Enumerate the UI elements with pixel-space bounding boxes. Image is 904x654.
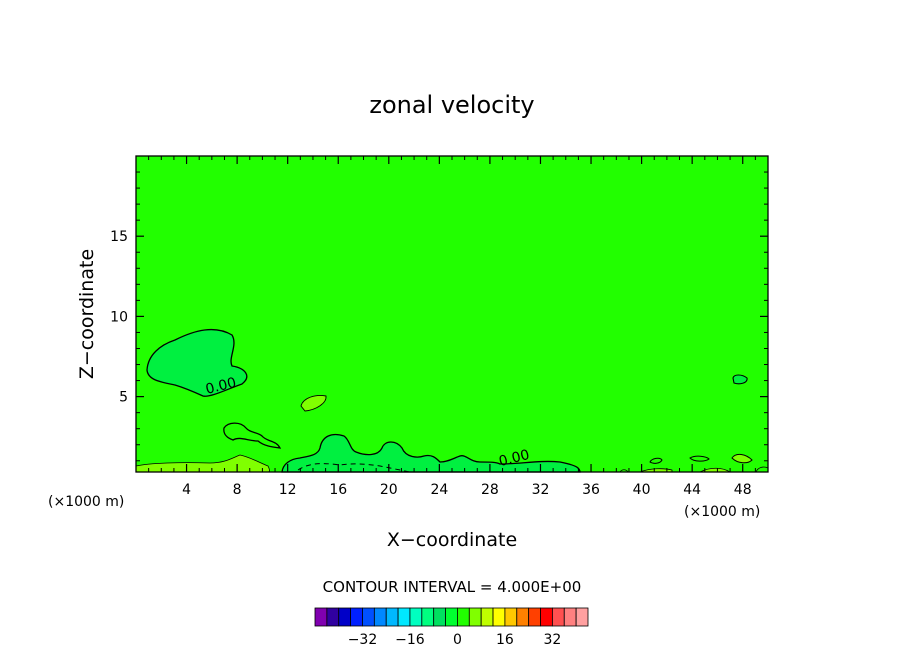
colorbar-tick-label: −32 [348,632,378,648]
colorbar-tick-label: 16 [496,632,514,648]
y-axis-ticks: 5 10 15 [110,171,768,462]
colorbar-swatch [421,607,435,627]
contour-region-bottom-right-b [689,455,710,462]
x-axis-ticks: 4 8 12 16 20 24 28 32 36 40 44 48 [148,156,756,498]
colorbar-swatch [575,607,589,627]
colorbar-swatch [314,607,328,627]
colorbar-swatch [551,607,565,627]
y-tick-label: 10 [110,309,128,325]
colorbar-swatch [468,607,482,627]
y-tick-label: 15 [110,229,128,245]
contour-labels: 0.00 0.00 [204,375,531,470]
x-axis-label: X−coordinate [387,529,517,551]
contour-region-bottom-right-c [731,453,753,464]
x-unit-right: (×1000 m) [684,504,760,520]
contour-region-bottom-left-strip [135,454,270,473]
contour-region-bottom-right-d [639,468,673,473]
x-tick-label: 16 [329,482,347,498]
contour-label: 0.00 [497,447,531,470]
contour-region-small-lobe [300,395,327,412]
colorbar: −32 −16 0 16 32 [314,607,589,648]
colorbar-swatch [409,607,423,627]
plot-background [136,156,768,472]
colorbar-swatch [433,607,446,627]
plot-area: 0.00 0.00 [135,155,769,473]
colorbar-swatch [480,607,494,627]
colorbar-swatch [373,607,387,627]
x-tick-label: 44 [683,482,701,498]
colorbar-swatch [338,607,352,627]
colorbar-tick-label: 0 [453,632,462,648]
colorbar-tick-label: −16 [395,632,425,648]
x-tick-label: 4 [182,482,191,498]
x-tick-label: 24 [430,482,448,498]
contour-interval-text: CONTOUR INTERVAL = 4.000E+00 [323,578,582,596]
colorbar-swatch [504,607,518,627]
x-tick-label: 20 [380,482,398,498]
contour-region-bottom-dashed [297,463,411,473]
contour-region-bottom-center [281,433,581,473]
colorbar-swatch [516,607,530,627]
colorbar-swatch [563,607,577,627]
colorbar-swatch [492,607,506,627]
colorbar-tick-label: 32 [543,632,561,648]
x-tick-label: 48 [734,482,752,498]
chart-title: zonal velocity [369,91,534,119]
colorbar-swatch [362,607,375,627]
x-tick-label: 32 [532,482,550,498]
contour-label: 0.00 [204,375,238,398]
x-unit-left: (×1000 m) [48,494,124,510]
contour-region-lower-left-line [223,422,282,449]
contour-region-right-lobe [732,374,748,385]
colorbar-swatch [385,607,399,627]
colorbar-swatch [528,607,541,627]
x-tick-label: 8 [233,482,242,498]
colorbar-swatch [457,607,470,627]
y-axis-label: Z−coordinate [76,249,98,379]
colorbar-swatch [540,607,553,627]
x-tick-label: 40 [633,482,651,498]
colorbar-swatch [397,607,411,627]
y-tick-label: 5 [119,390,128,406]
x-tick-label: 36 [582,482,600,498]
x-tick-label: 12 [279,482,297,498]
colorbar-swatch [445,607,458,627]
contour-region-bottom-right-a [649,457,663,464]
contour-region-upper-left [146,328,248,397]
colorbar-swatch [350,607,363,627]
colorbar-swatch [326,607,340,627]
x-tick-label: 28 [481,482,499,498]
